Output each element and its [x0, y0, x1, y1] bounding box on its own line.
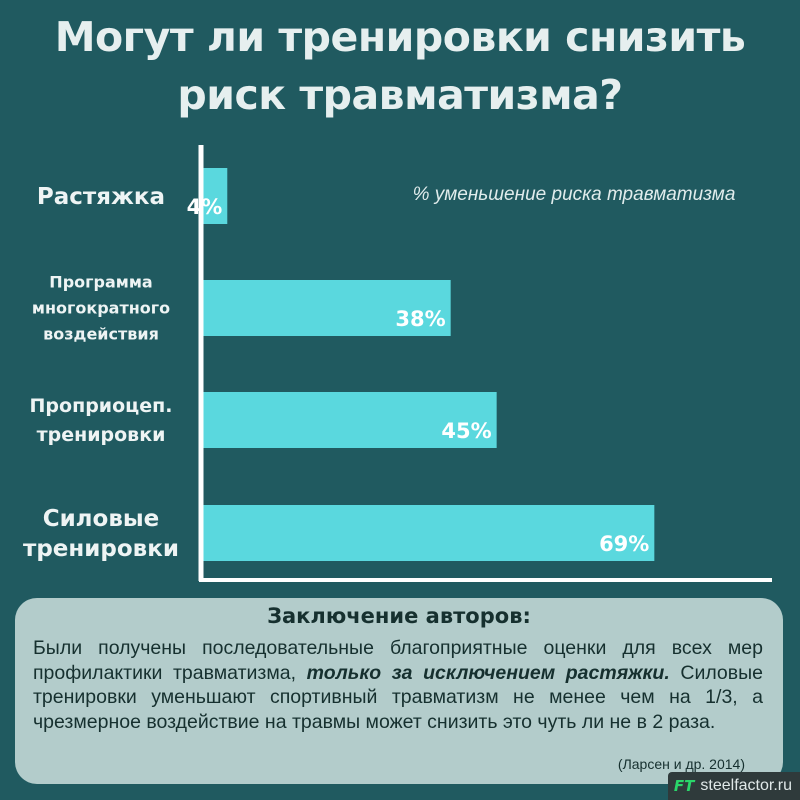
category-label-line: Программа: [49, 273, 152, 292]
bar-value-label-1: 38%: [395, 307, 445, 331]
conclusion-text-part-1: Были получены последовательные благоприя…: [33, 637, 763, 684]
category-label-2: Проприоцеп. тренировки: [30, 395, 173, 446]
conclusion-panel: Заключение авторов: Были получены послед…: [15, 598, 783, 784]
page-title: Могут ли тренировки снизить риск травмат…: [0, 8, 800, 124]
bar-3: [201, 505, 655, 561]
category-label-line: Растяжка: [37, 184, 165, 210]
conclusion-emphasis: только за исключением растяжки.: [306, 661, 670, 684]
title-line-1: Могут ли тренировки снизить: [54, 13, 746, 61]
title-line-2: риск травматизма?: [177, 71, 623, 119]
category-label-0: Растяжка: [37, 184, 165, 210]
bar-1: [201, 280, 451, 336]
bar-2: [201, 392, 497, 448]
bar-value-label-3: 69%: [599, 532, 649, 556]
chart-annotation: % уменьшение риска травматизма: [413, 184, 736, 205]
watermark: FT steelfactor.ru: [667, 772, 800, 800]
bar-value-label-2: 45%: [441, 419, 491, 443]
category-label-3: Силовые тренировки: [23, 506, 179, 562]
bar-value-label-0: 4%: [187, 195, 223, 219]
conclusion-title: Заключение авторов:: [267, 604, 531, 628]
category-label-line: воздействия: [43, 325, 159, 344]
category-label-line: многократного: [32, 299, 170, 318]
bar-chart: 4% Растяжка 38% Программа многократного возде…: [23, 145, 772, 582]
category-label-1: Программа многократного воздействия: [32, 273, 170, 344]
category-label-line: тренировки: [37, 424, 166, 446]
category-label-line: тренировки: [23, 536, 179, 562]
conclusion-text-part-2: Силовые тренировки уменьшают спортивный …: [33, 661, 763, 733]
citation: (Ларсен и др. 2014): [617, 756, 745, 772]
conclusion-text: Были получены последовательные благоприя…: [33, 636, 763, 734]
site-url[interactable]: steelfactor.ru: [700, 777, 792, 794]
site-logo: FT: [673, 777, 695, 795]
category-label-line: Силовые: [43, 506, 160, 532]
bar-0: [201, 168, 228, 224]
category-label-line: Проприоцеп.: [30, 395, 173, 417]
